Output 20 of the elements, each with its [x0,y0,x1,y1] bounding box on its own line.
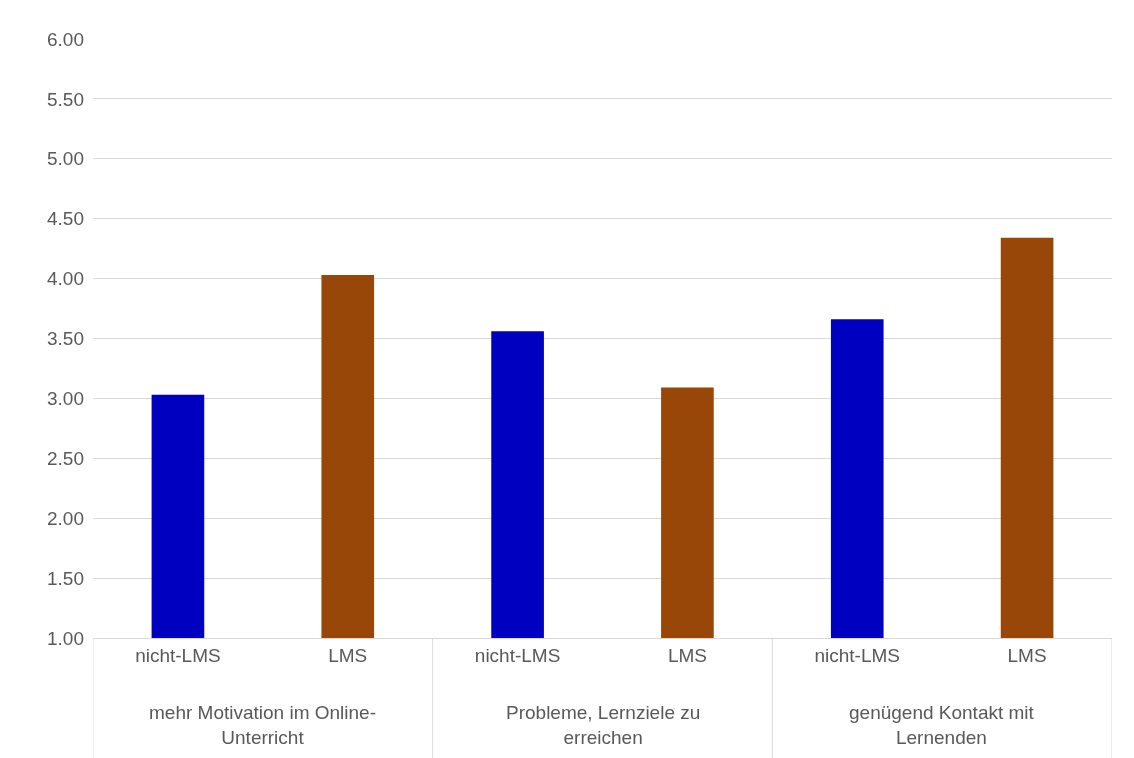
x-tick-label: LMS [1007,644,1047,666]
y-tick-label: 3.00 [47,388,84,410]
y-tick-label: 4.00 [47,268,84,290]
x-tick-label: LMS [667,644,707,666]
y-tick-label: 2.00 [47,507,84,529]
y-tick-label: 1.00 [47,627,84,649]
text: Probleme, Lernziele zu erreichen [506,702,701,748]
y-tick-label: 5.00 [47,148,84,170]
y-tick-label: 3.50 [47,328,84,350]
y-tick-label: 5.50 [47,88,84,110]
y-tick-label: 6.00 [47,28,84,50]
x-tick-label: nicht-LMS [814,644,901,666]
x-tick-label: nicht-LMS [474,644,561,666]
x-tick-label: LMS [328,644,368,666]
y-tick-label: 1.50 [47,567,84,589]
text: genügend Kontakt mit Lernenden [849,702,1035,748]
x-tick-label: nicht-LMS [135,644,221,666]
text: mehr Motivation im Online-Unterricht [149,702,377,748]
y-tick-label: 4.50 [47,208,84,230]
y-tick-label: 2.50 [47,447,84,469]
